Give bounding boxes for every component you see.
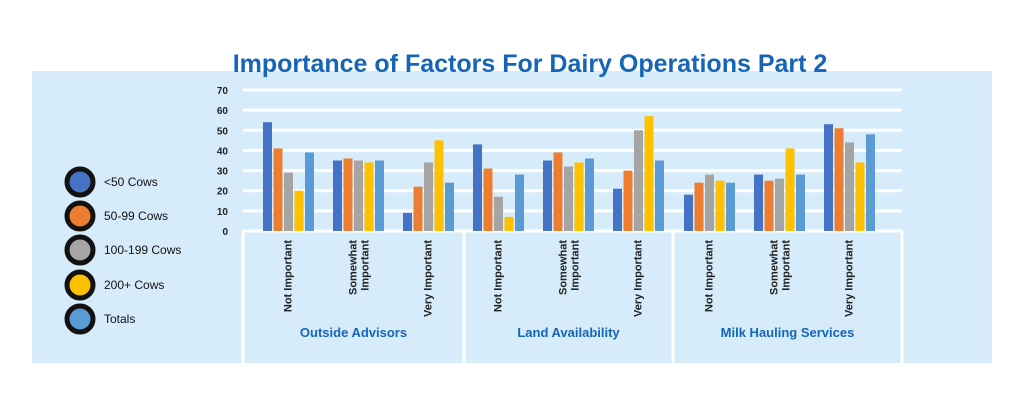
legend-item: <50 Cows <box>64 166 158 198</box>
bar <box>564 166 573 231</box>
legend-label: 100-199 Cows <box>104 243 181 257</box>
bar <box>424 162 433 231</box>
y-tick-label: 30 <box>217 167 229 178</box>
category-label: Very Important <box>422 240 434 317</box>
bar <box>494 196 503 231</box>
bar <box>824 124 833 231</box>
bar <box>834 128 844 231</box>
bar <box>294 190 304 231</box>
legend-swatch <box>64 269 96 301</box>
bar <box>354 160 363 231</box>
legend-item: 200+ Cows <box>64 269 164 301</box>
group-label: Land Availability <box>517 325 620 340</box>
category-label: Not Important <box>282 240 294 312</box>
bar <box>585 158 594 231</box>
y-axis: 0 10 20 30 40 50 60 70 <box>217 86 229 238</box>
bar <box>715 180 725 231</box>
bar <box>754 174 763 231</box>
bar <box>273 148 283 231</box>
bar <box>623 170 633 231</box>
category-label: SomewhatImportant <box>557 240 581 295</box>
bar <box>694 182 704 231</box>
bar <box>483 168 493 231</box>
bar <box>634 130 643 231</box>
group-label: Outside Advisors <box>300 325 407 340</box>
bar <box>403 212 412 231</box>
bar <box>305 152 314 231</box>
legend-label: 200+ Cows <box>104 278 164 292</box>
bar <box>684 194 693 231</box>
legend-label: Totals <box>104 312 135 326</box>
legend-label: 50-99 Cows <box>104 209 168 223</box>
bar <box>613 188 622 231</box>
legend-label: <50 Cows <box>104 175 158 189</box>
bar <box>515 174 524 231</box>
chart-title: Importance of Factors For Dairy Operatio… <box>232 50 828 78</box>
bar <box>764 180 774 231</box>
category-label: SomewhatImportant <box>768 240 792 295</box>
bar <box>866 134 875 231</box>
y-tick-label: 0 <box>222 227 228 238</box>
bars <box>263 116 875 231</box>
bar <box>705 174 714 231</box>
bar <box>644 116 654 231</box>
x-axis-labels: Not Important SomewhatImportant Very Impor… <box>282 240 855 340</box>
bar <box>434 140 444 231</box>
bar <box>263 122 272 231</box>
category-label: Very Important <box>632 240 644 317</box>
bar <box>726 182 735 231</box>
legend-swatch <box>64 200 96 232</box>
legend-item: 50-99 Cows <box>64 200 168 232</box>
bar <box>845 142 854 231</box>
bar <box>775 178 784 231</box>
bar <box>473 144 482 231</box>
legend: <50 Cows 50-99 Cows 100-199 Cows 200+ Cows T… <box>64 166 181 335</box>
legend-swatch <box>64 234 96 266</box>
bar <box>375 160 384 231</box>
bar <box>504 216 514 231</box>
bar <box>655 160 664 231</box>
bar <box>333 160 342 231</box>
legend-swatch <box>64 303 96 335</box>
y-tick-label: 40 <box>217 146 229 157</box>
bar <box>553 152 563 231</box>
category-label: Not Important <box>703 240 715 312</box>
bar <box>445 182 454 231</box>
bar <box>855 162 865 231</box>
category-label: Not Important <box>492 240 504 312</box>
y-tick-label: 70 <box>217 86 229 97</box>
bar <box>343 158 353 231</box>
category-label: Very Important <box>843 240 855 317</box>
bar <box>796 174 805 231</box>
category-label: SomewhatImportant <box>347 240 371 295</box>
legend-item: Totals <box>64 303 135 335</box>
y-tick-label: 50 <box>217 126 229 137</box>
bar <box>574 162 584 231</box>
legend-swatch <box>64 166 96 198</box>
y-tick-label: 10 <box>217 207 229 218</box>
legend-item: 100-199 Cows <box>64 234 181 266</box>
bar <box>364 162 374 231</box>
y-tick-label: 60 <box>217 106 229 117</box>
bar <box>785 148 795 231</box>
bar <box>413 186 423 231</box>
group-label: Milk Hauling Services <box>721 325 855 340</box>
bar <box>284 172 293 231</box>
y-tick-label: 20 <box>217 187 229 198</box>
bar <box>543 160 552 231</box>
